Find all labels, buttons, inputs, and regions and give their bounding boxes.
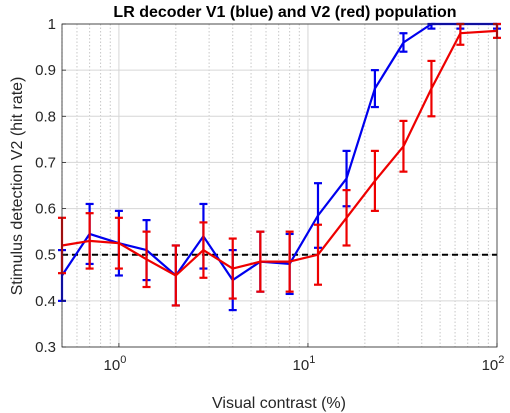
x-tick-label: 100 [104, 354, 127, 374]
error-bar [228, 237, 237, 300]
y-tick-label: 0.4 [35, 293, 56, 310]
y-tick-label: 1 [48, 16, 56, 33]
x-tick-label: 101 [293, 354, 316, 374]
y-tick-label: 0.5 [35, 247, 56, 264]
y-tick-label: 0.9 [35, 62, 56, 79]
error-bar [114, 216, 123, 270]
series-line [61, 22, 497, 282]
y-tick-label: 0.6 [35, 201, 56, 218]
chart-title: LR decoder V1 (blue) and V2 (red) popula… [113, 4, 456, 21]
x-axis-label: Visual contrast (%) [212, 395, 346, 412]
error-bar [370, 149, 379, 212]
axes: 0.3 0.4 0.5 0.6 0.7 0.8 0.9 1 100 101 102 [35, 16, 504, 374]
error-bar [342, 189, 351, 247]
error-bar [171, 244, 180, 307]
series-line [61, 29, 498, 277]
series-group [58, 22, 501, 312]
error-bar [427, 59, 436, 118]
plot-area-frame [61, 23, 498, 348]
error-bar [285, 230, 294, 293]
grid [61, 23, 497, 348]
error-bar [199, 221, 208, 279]
y-axis-label: Stimulus detection V2 (hit rate) [9, 77, 26, 296]
y-tick-label: 0.8 [35, 108, 56, 125]
error-bar [142, 230, 151, 289]
error-bar [85, 212, 94, 270]
series-0 [58, 22, 501, 312]
x-tick-label: 102 [482, 354, 505, 374]
error-bar [456, 22, 465, 46]
y-tick-label: 0.3 [35, 339, 56, 356]
error-bar [256, 230, 265, 293]
error-bar [313, 223, 322, 286]
error-bar [399, 119, 408, 173]
error-bar [370, 69, 379, 109]
y-tick-label: 0.7 [35, 154, 56, 171]
error-bar [399, 32, 408, 53]
